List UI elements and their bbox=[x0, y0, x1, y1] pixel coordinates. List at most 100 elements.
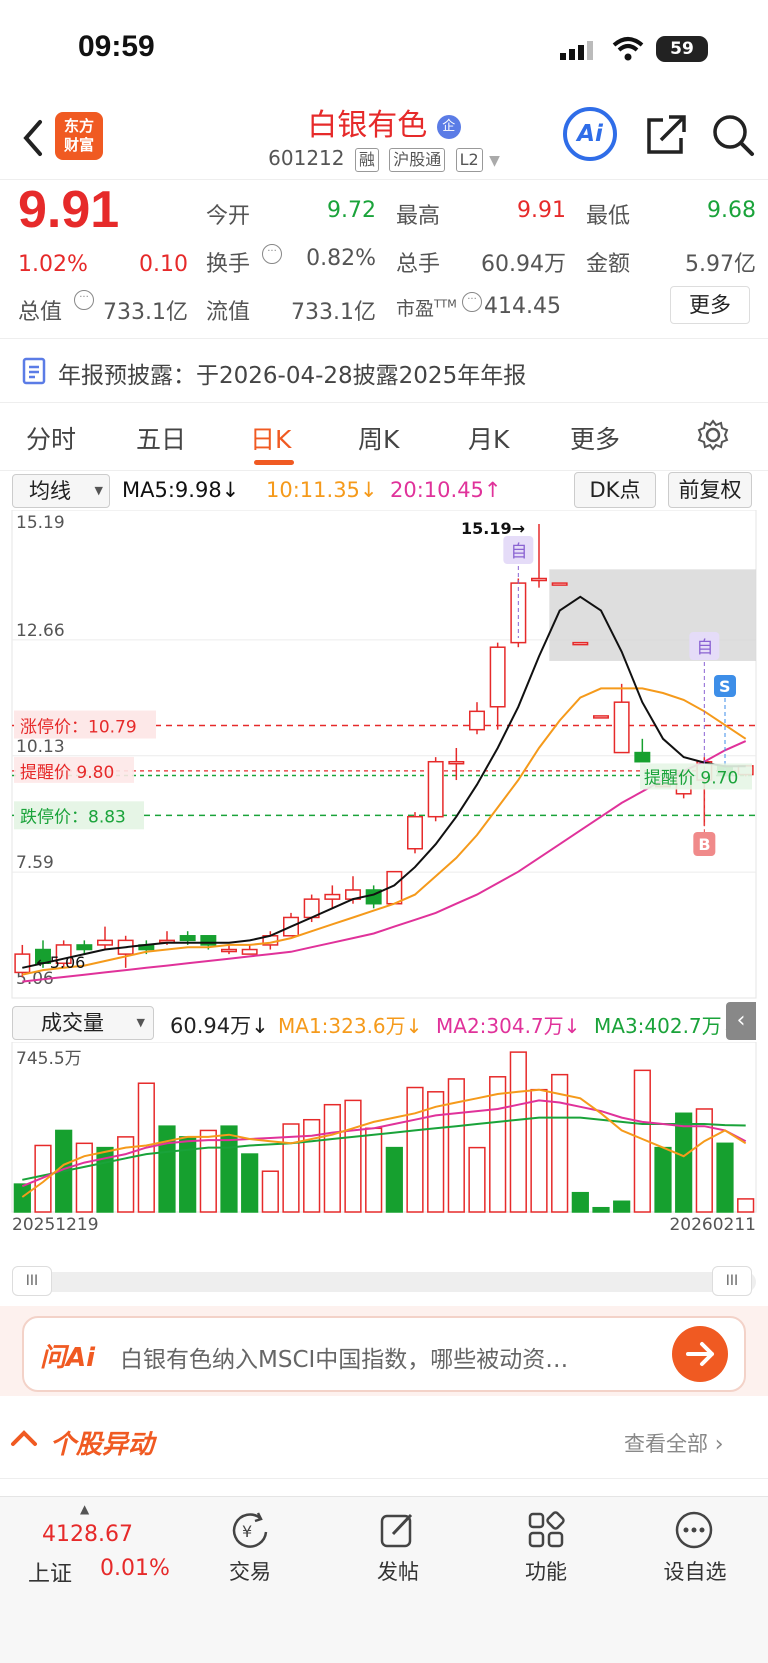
more-dots-icon[interactable] bbox=[674, 1510, 714, 1550]
index-change: 0.01% bbox=[100, 1556, 170, 1581]
volume-indicator-select[interactable]: 成交量 ▼ bbox=[12, 1006, 154, 1040]
volume-indicator-label: 成交量 bbox=[41, 1011, 104, 1035]
candle-body bbox=[489, 646, 506, 708]
tab-weekly-k[interactable]: 周K bbox=[358, 425, 400, 454]
add-watchlist-label[interactable]: 设自选 bbox=[663, 1560, 727, 1584]
volume-bar bbox=[489, 1076, 507, 1213]
limit-down-label-bg bbox=[14, 801, 144, 830]
ai-question[interactable]: 白银有色纳入MSCI中国指数，哪些被动资… bbox=[120, 1347, 569, 1373]
mark-self-bg bbox=[503, 536, 534, 564]
index-up-arrow: ▲ bbox=[80, 1502, 90, 1516]
view-all-label: 查看全部 bbox=[624, 1432, 708, 1456]
mark-self: 自 bbox=[510, 542, 527, 562]
scroll-handle-right[interactable]: III bbox=[712, 1266, 752, 1296]
volume-chart[interactable]: 745.5万 20251219 20260211 bbox=[0, 1042, 768, 1232]
function-label[interactable]: 功能 bbox=[525, 1560, 567, 1584]
candle-body bbox=[613, 701, 630, 754]
pe-ttm: TTM bbox=[434, 297, 457, 311]
search-icon[interactable] bbox=[710, 112, 756, 158]
vol-ma3-line bbox=[22, 1116, 746, 1181]
function-icon[interactable] bbox=[526, 1510, 566, 1550]
vol-ma1-legend: MA1:323.6万↓ bbox=[278, 1014, 423, 1038]
tab-five-day[interactable]: 五日 bbox=[136, 425, 187, 454]
ma5-legend: MA5:9.98↓ bbox=[122, 478, 240, 502]
float-mv-label: 流值 bbox=[206, 300, 251, 325]
dk-point-button[interactable]: DK点 bbox=[574, 472, 656, 508]
arrow-right-icon[interactable] bbox=[672, 1326, 728, 1382]
open-value: 9.72 bbox=[327, 198, 376, 223]
post-label[interactable]: 发帖 bbox=[377, 1560, 419, 1584]
index-name: 上证 bbox=[28, 1562, 73, 1587]
volume-bar bbox=[571, 1191, 589, 1213]
high-label: 最高 bbox=[396, 204, 441, 229]
turnover-label: 换手 bbox=[206, 252, 251, 277]
dropdown-icon: ▼ bbox=[94, 484, 103, 497]
volume-bar bbox=[323, 1103, 341, 1213]
volume-bar bbox=[282, 1123, 300, 1213]
candle-body bbox=[634, 751, 651, 763]
low-label: 最低 bbox=[586, 204, 631, 229]
svg-text:¥: ¥ bbox=[242, 1522, 252, 1541]
max-price-label: 15.19→ bbox=[461, 519, 525, 538]
vol-ma2-line bbox=[21, 1099, 747, 1188]
chevron-up-icon[interactable] bbox=[10, 1426, 38, 1450]
tab-more[interactable]: 更多 bbox=[570, 425, 621, 454]
chart-scrollbar[interactable] bbox=[12, 1272, 756, 1292]
tab-daily-k[interactable]: 日K bbox=[250, 425, 292, 454]
candle-body bbox=[510, 582, 527, 644]
view-all-link[interactable]: 查看全部 › bbox=[624, 1428, 724, 1458]
more-button[interactable]: 更多 bbox=[670, 286, 750, 324]
amount-label: 金额 bbox=[586, 252, 631, 277]
status-bar: 09:59 59 bbox=[0, 0, 768, 100]
y-axis-label: 12.66 bbox=[16, 621, 65, 641]
gear-icon[interactable] bbox=[696, 418, 730, 452]
stock-code-row[interactable]: 601212 融 沪股通 L2 ▼ bbox=[0, 146, 768, 172]
ai-button[interactable]: Ai bbox=[563, 107, 617, 161]
limit-up-label-bg bbox=[14, 710, 156, 739]
indicator-select[interactable]: 均线 ▼ bbox=[12, 474, 110, 508]
scroll-handle-left[interactable]: III bbox=[12, 1266, 52, 1296]
candle-body bbox=[14, 953, 31, 974]
stock-header bbox=[0, 100, 768, 180]
candle-body bbox=[531, 577, 547, 582]
trade-icon[interactable]: ¥ bbox=[228, 1510, 272, 1550]
ai-label: Ai bbox=[577, 121, 603, 147]
ai-brand: 问Ai bbox=[40, 1343, 96, 1373]
post-icon[interactable] bbox=[378, 1510, 418, 1550]
ai-ask-bar[interactable] bbox=[22, 1316, 746, 1392]
logo-text: 东方财富 bbox=[63, 117, 94, 154]
trade-label[interactable]: 交易 bbox=[229, 1560, 271, 1584]
candle-body bbox=[241, 948, 258, 955]
tab-monthly-k[interactable]: 月K bbox=[468, 425, 510, 454]
alert-label: 提醒价 9.80 bbox=[20, 763, 114, 783]
wifi-icon bbox=[612, 36, 644, 62]
y-axis-label: 15.19 bbox=[16, 513, 65, 533]
volume-max-label: 745.5万 bbox=[16, 1049, 82, 1069]
stock-name: 白银有色 bbox=[307, 108, 428, 143]
turnover-value: 0.82% bbox=[306, 246, 376, 271]
share-icon[interactable] bbox=[643, 112, 689, 158]
collapse-panel-button[interactable]: ‹ bbox=[726, 1002, 756, 1040]
volume-value: 60.94万↓ bbox=[170, 1014, 269, 1038]
index-value[interactable]: 4128.67 bbox=[42, 1522, 133, 1547]
alert-label-bg bbox=[14, 756, 134, 783]
volume-frame bbox=[11, 1042, 757, 1213]
y-axis-label: 10.13 bbox=[16, 737, 65, 757]
volume-bar bbox=[737, 1198, 755, 1213]
adjust-button[interactable]: 前复权 bbox=[668, 472, 752, 508]
volume-bar bbox=[75, 1142, 93, 1213]
divider bbox=[0, 338, 768, 339]
notice-text[interactable]: 年报预披露：于2026-04-28披露2025年年报 bbox=[58, 363, 527, 389]
back-icon[interactable] bbox=[18, 118, 48, 158]
candle-body bbox=[448, 760, 465, 765]
volume-value: 60.94万 bbox=[481, 252, 566, 277]
ma5-line bbox=[22, 595, 746, 969]
candle-body bbox=[572, 641, 589, 646]
volume-bar bbox=[447, 1078, 465, 1213]
min-price-label: ←5.06 bbox=[36, 953, 85, 972]
tab-intraday[interactable]: 分时 bbox=[26, 425, 77, 454]
info-icon: ··· bbox=[74, 290, 94, 310]
indicator-label: 均线 bbox=[29, 479, 71, 503]
ma20-line bbox=[22, 740, 747, 983]
